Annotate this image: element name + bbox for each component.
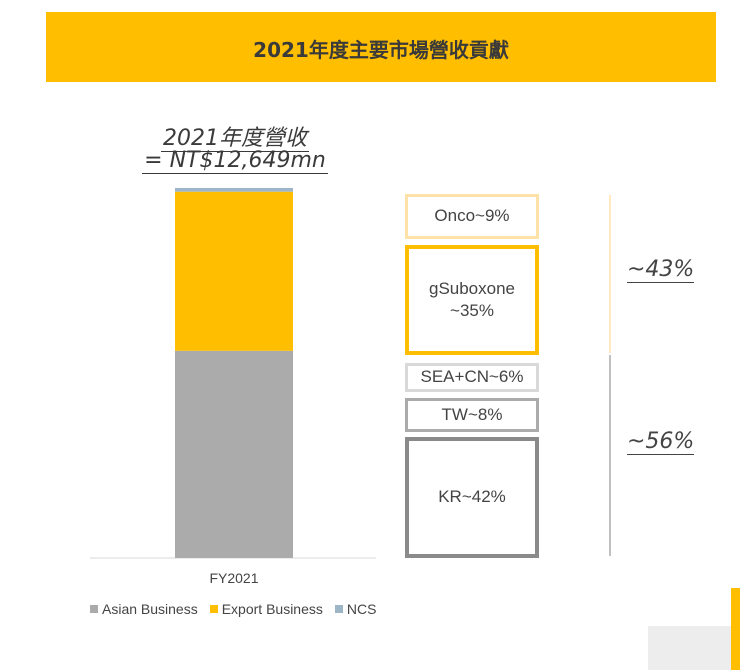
legend-swatch-asian (90, 605, 98, 613)
title-banner: 2021年度主要市場營收貢獻 (46, 12, 716, 82)
segment-box-kr: KR~42% (405, 437, 539, 558)
segment-box-onco: Onco~9% (405, 194, 539, 239)
bar-export-business (175, 191, 293, 351)
group-pct-asian: ~56% (627, 429, 695, 456)
legend-item-export: Export Business (209, 601, 323, 617)
corner-panel (648, 626, 731, 670)
legend-swatch-export (209, 605, 218, 613)
group-pct-export: ~43% (627, 257, 695, 284)
legend-item-asian: Asian Business (90, 601, 198, 617)
accent-edge-bar (731, 588, 740, 670)
legend-item-ncs: NCS (334, 601, 376, 617)
legend-swatch-ncs (334, 605, 343, 613)
chart-legend: Asian Business Export Business NCS (90, 601, 376, 617)
bar-asian-business (175, 350, 293, 558)
revenue-caption-line1: 2021年度營收 (161, 126, 309, 152)
segment-box-sea-cn: SEA+CN~6% (405, 363, 539, 392)
x-tick-label: FY2021 (209, 570, 259, 586)
revenue-caption-line2: = NT$12,649mn (142, 148, 328, 174)
page-title: 2021年度主要市場營收貢獻 (253, 38, 509, 62)
segment-box-tw: TW~8% (405, 398, 539, 432)
bar-stack (175, 188, 293, 558)
bar-ncs (175, 188, 293, 192)
segment-box-gsuboxone: gSuboxone ~35% (405, 245, 539, 355)
